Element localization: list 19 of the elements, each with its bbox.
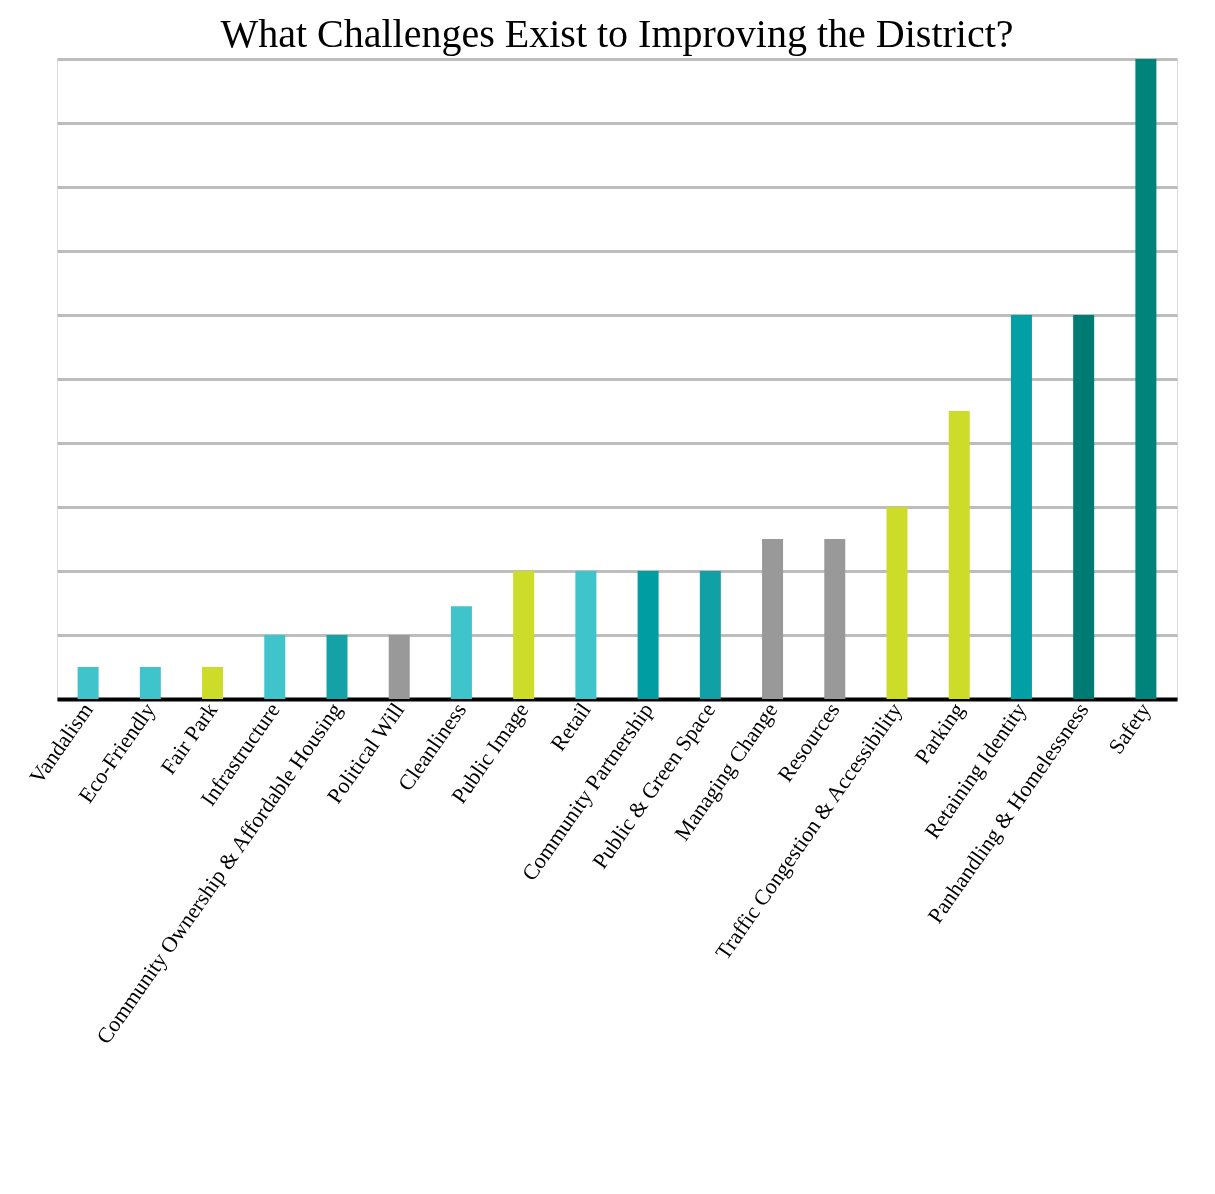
bar	[450, 606, 472, 699]
bar	[824, 539, 846, 699]
bar	[77, 667, 99, 699]
bar	[699, 571, 721, 699]
bar	[1135, 59, 1157, 699]
bar	[264, 635, 286, 699]
bar	[139, 667, 161, 699]
bar	[1010, 315, 1032, 699]
bar	[637, 571, 659, 699]
bar	[575, 571, 597, 699]
bar	[513, 571, 535, 699]
bar	[1073, 315, 1095, 699]
chart-title: What Challenges Exist to Improving the District?	[220, 11, 1014, 56]
bar	[948, 411, 970, 699]
bar	[326, 635, 348, 699]
bar	[886, 507, 908, 699]
bar	[202, 667, 224, 699]
bar	[762, 539, 784, 699]
bar	[388, 635, 410, 699]
